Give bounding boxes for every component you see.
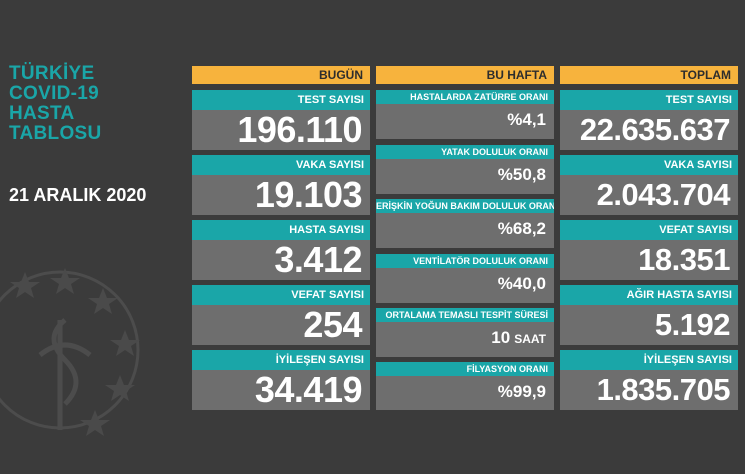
week-column: BU HAFTA <box>376 66 554 84</box>
stat-value: 254 <box>303 304 362 345</box>
stat-value: 2.043.704 <box>596 177 731 212</box>
stat-label: VENTİLATÖR DOLULUK ORANI <box>376 254 554 268</box>
today-patients-card: HASTA SAYISI 3.412 <box>192 220 370 280</box>
report-date: 21 ARALIK 2020 <box>9 185 147 205</box>
stat-value: 10 SAAT <box>376 322 554 355</box>
total-deaths-card: VEFAT SAYISI 18.351 <box>560 220 738 280</box>
stat-label: VAKA SAYISI <box>192 155 370 175</box>
today-deaths-card: VEFAT SAYISI 254 <box>192 285 370 345</box>
stat-value: 19.103 <box>254 174 363 215</box>
stat-value: 5.192 <box>654 307 731 342</box>
stat-label: VEFAT SAYISI <box>192 285 370 305</box>
today-column: BUGÜN <box>192 66 370 84</box>
stat-label: ORTALAMA TEMASLI TESPİT SÜRESİ <box>376 308 554 322</box>
stat-unit: SAAT <box>514 332 546 346</box>
stat-value: %4,1 <box>507 110 546 129</box>
title-line: TABLOSU <box>9 123 102 144</box>
week-pneumonia-card: HASTALARDA ZATÜRRE ORANI %4,1 <box>376 90 554 139</box>
stat-value: 22.635.637 <box>579 112 731 147</box>
total-test-card: TEST SAYISI 22.635.637 <box>560 90 738 150</box>
stat-number: 10 <box>491 328 511 347</box>
week-ventilator-card: VENTİLATÖR DOLULUK ORANI %40,0 <box>376 254 554 303</box>
ministry-emblem-icon <box>0 268 140 436</box>
stat-label: HASTALARDA ZATÜRRE ORANI <box>376 90 554 104</box>
today-recovered-card: İYİLEŞEN SAYISI 34.419 <box>192 350 370 410</box>
stat-value: 34.419 <box>254 369 363 410</box>
stat-label: ERİŞKİN YOĞUN BAKIM DOLULUK ORANI <box>376 199 554 213</box>
stat-label: AĞIR HASTA SAYISI <box>560 285 738 305</box>
week-bed-card: YATAK DOLULUK ORANI %50,8 <box>376 145 554 194</box>
today-test-card: TEST SAYISI 196.110 <box>192 90 370 150</box>
stat-label: İYİLEŞEN SAYISI <box>192 350 370 370</box>
total-recovered-card: İYİLEŞEN SAYISI 1.835.705 <box>560 350 738 410</box>
stat-value: 1.835.705 <box>596 372 731 407</box>
stat-label: VEFAT SAYISI <box>560 220 738 240</box>
total-header: TOPLAM <box>560 66 738 84</box>
week-contact-card: ORTALAMA TEMASLI TESPİT SÜRESİ 10 SAAT <box>376 308 554 357</box>
title-line: HASTA <box>9 103 75 124</box>
title-line: COVID-19 <box>9 83 100 104</box>
week-header: BU HAFTA <box>376 66 554 84</box>
stat-label: HASTA SAYISI <box>192 220 370 240</box>
stat-label: VAKA SAYISI <box>560 155 738 175</box>
page-title: TÜRKİYE COVID-19 HASTA TABLOSU <box>9 64 102 144</box>
stat-value: 18.351 <box>638 242 730 277</box>
stat-label: İYİLEŞEN SAYISI <box>560 350 738 370</box>
total-column: TOPLAM <box>560 66 738 84</box>
week-icu-card: ERİŞKİN YOĞUN BAKIM DOLULUK ORANI %68,2 <box>376 199 554 248</box>
total-critical-card: AĞIR HASTA SAYISI 5.192 <box>560 285 738 345</box>
title-line: TÜRKİYE <box>9 63 95 84</box>
stat-value: 3.412 <box>274 239 362 280</box>
stat-label: YATAK DOLULUK ORANI <box>376 145 554 159</box>
stat-value: %50,8 <box>497 165 546 184</box>
today-cases-card: VAKA SAYISI 19.103 <box>192 155 370 215</box>
stat-label: FİLYASYON ORANI <box>376 362 554 376</box>
stat-value: %99,9 <box>497 382 546 401</box>
week-filiation-card: FİLYASYON ORANI %99,9 <box>376 362 554 410</box>
stat-value: %40,0 <box>497 274 546 293</box>
stat-label: TEST SAYISI <box>192 90 370 110</box>
stat-value: 196.110 <box>237 109 362 150</box>
stat-label: TEST SAYISI <box>560 90 738 110</box>
stat-value: %68,2 <box>497 219 546 238</box>
total-cases-card: VAKA SAYISI 2.043.704 <box>560 155 738 215</box>
today-header: BUGÜN <box>192 66 370 84</box>
